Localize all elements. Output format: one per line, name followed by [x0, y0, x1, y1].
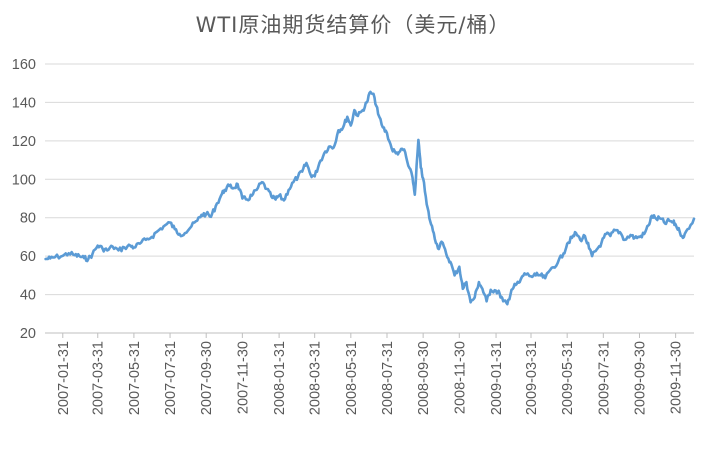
x-tick-label: 2008-09-30 [416, 341, 432, 415]
gridlines [45, 63, 694, 296]
x-tick-label: 2007-11-30 [235, 341, 251, 414]
series-line [44, 90, 696, 306]
x-tick-label: 2009-09-30 [632, 341, 648, 415]
series-layer [44, 90, 696, 306]
x-tick-label: 2007-03-31 [91, 341, 107, 415]
x-tick-label: 2007-09-30 [199, 341, 215, 415]
y-tick-label: 100 [12, 172, 36, 188]
x-tick-label: 2007-05-31 [127, 341, 143, 415]
chart-title: WTI原油期货结算价（美元/桶） [196, 13, 511, 37]
x-tick-label: 2008-11-30 [452, 341, 468, 414]
y-tick-label: 120 [12, 134, 36, 150]
y-tick-label: 160 [12, 57, 36, 73]
y-tick-label: 40 [20, 288, 36, 304]
y-tick-label: 80 [20, 211, 36, 227]
x-tick-label: 2008-05-31 [344, 341, 360, 415]
x-tick-label: 2009-01-31 [489, 341, 505, 415]
x-tick-label: 2009-07-31 [596, 341, 612, 415]
x-tick-label: 2007-07-31 [163, 341, 179, 415]
x-axis-labels: 2007-01-31 2007-03-31 2007-05-31 2007-07-31… [56, 341, 685, 415]
x-tick-label: 2008-01-31 [272, 341, 288, 415]
x-tick-label: 2008-07-31 [380, 341, 396, 415]
x-axis [45, 332, 694, 338]
x-tick-label: 2007-01-31 [56, 341, 72, 415]
x-tick-label: 2009-05-31 [560, 341, 576, 415]
y-tick-label: 60 [20, 249, 36, 265]
y-tick-label: 140 [12, 95, 36, 111]
x-tick-label: 2008-03-31 [308, 341, 324, 415]
y-tick-label: 20 [20, 326, 36, 342]
y-axis: 20 40 60 80 100 120 140 160 [12, 57, 36, 342]
x-tick-label: 2009-03-31 [524, 341, 540, 415]
x-tick-label: 2009-11-30 [669, 341, 685, 414]
